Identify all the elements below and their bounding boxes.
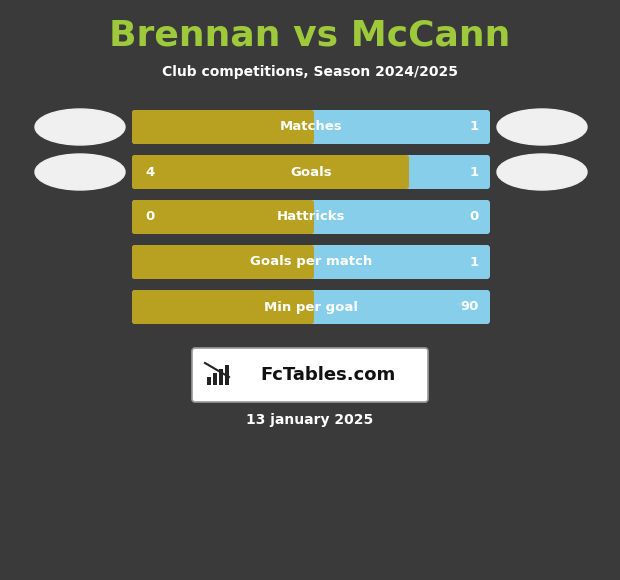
Text: Club competitions, Season 2024/2025: Club competitions, Season 2024/2025	[162, 65, 458, 79]
Bar	[225, 365, 229, 385]
FancyBboxPatch shape	[132, 290, 490, 324]
Ellipse shape	[35, 109, 125, 145]
FancyBboxPatch shape	[132, 155, 490, 189]
Text: 1: 1	[470, 165, 479, 179]
Text: Min per goal: Min per goal	[264, 300, 358, 314]
FancyBboxPatch shape	[132, 155, 409, 189]
FancyBboxPatch shape	[132, 290, 314, 324]
Ellipse shape	[497, 109, 587, 145]
FancyBboxPatch shape	[192, 348, 428, 402]
Bar	[219, 369, 223, 385]
Text: FcTables.com: FcTables.com	[260, 366, 396, 384]
FancyBboxPatch shape	[132, 245, 314, 279]
Text: Matches: Matches	[280, 121, 342, 133]
Text: 0: 0	[470, 211, 479, 223]
Text: 4: 4	[145, 165, 154, 179]
Text: 13 january 2025: 13 january 2025	[246, 413, 374, 427]
FancyBboxPatch shape	[132, 110, 490, 144]
Ellipse shape	[497, 154, 587, 190]
FancyBboxPatch shape	[132, 200, 314, 234]
Text: Goals per match: Goals per match	[250, 256, 372, 269]
Text: Brennan vs McCann: Brennan vs McCann	[109, 18, 511, 52]
Text: Hattricks: Hattricks	[277, 211, 345, 223]
Bar	[207, 377, 211, 385]
FancyBboxPatch shape	[132, 245, 490, 279]
Ellipse shape	[35, 154, 125, 190]
Text: 1: 1	[470, 256, 479, 269]
FancyBboxPatch shape	[132, 200, 490, 234]
FancyBboxPatch shape	[132, 110, 314, 144]
Text: 1: 1	[470, 121, 479, 133]
Text: 90: 90	[461, 300, 479, 314]
Text: Goals: Goals	[290, 165, 332, 179]
Text: 0: 0	[145, 211, 154, 223]
Bar	[213, 373, 217, 385]
